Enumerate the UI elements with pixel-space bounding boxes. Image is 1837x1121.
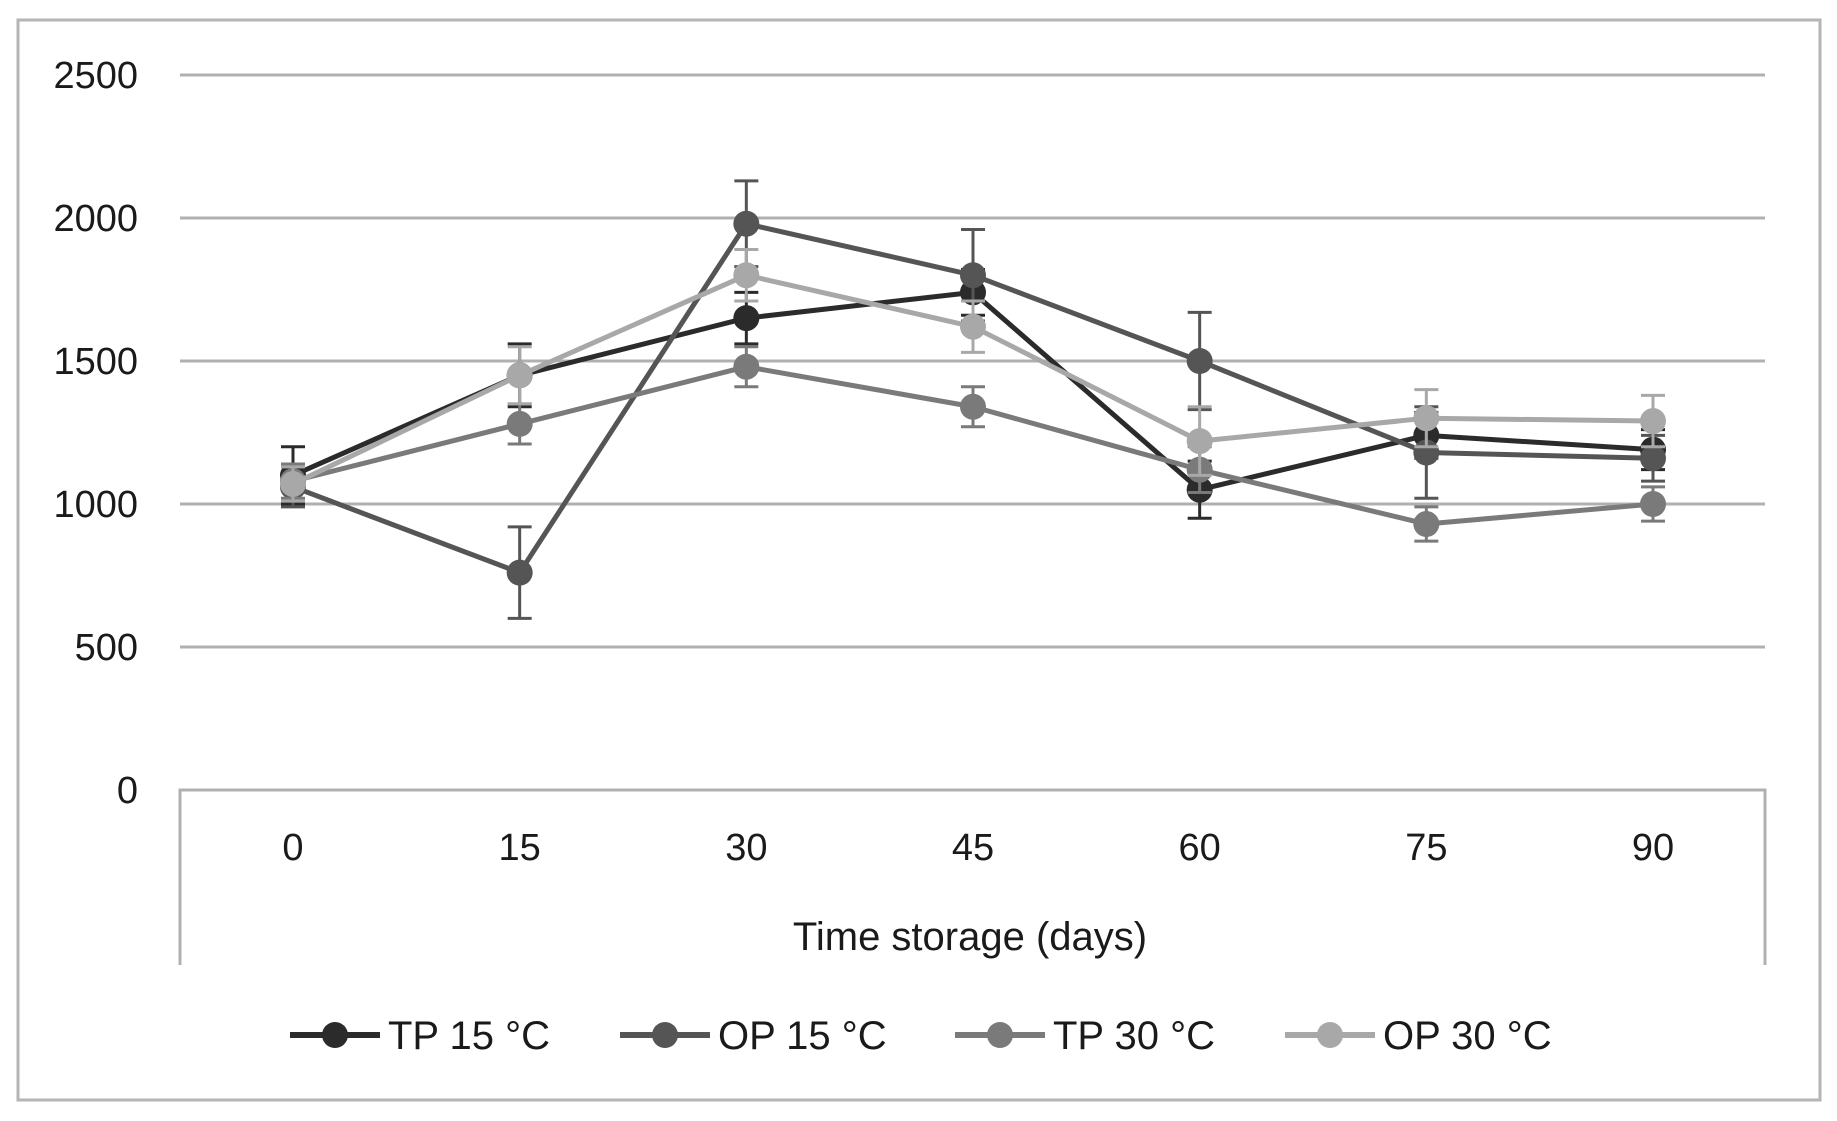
- data-point: [733, 353, 760, 380]
- chart-border: [16, 18, 1822, 1102]
- x-tick-label: 60: [1179, 827, 1221, 869]
- legend-item: TP 30 °C: [955, 1014, 1215, 1058]
- x-axis-line: [178, 788, 1767, 965]
- legend-label: OP 30 °C: [1383, 1014, 1552, 1058]
- legend-item: OP 15 °C: [620, 1014, 887, 1058]
- legend-swatch-marker: [987, 1022, 1013, 1048]
- x-tick-label: 15: [499, 827, 541, 869]
- data-point: [1413, 405, 1440, 432]
- data-point: [506, 559, 533, 586]
- legend-label: OP 15 °C: [718, 1014, 887, 1058]
- x-tick-label: 75: [1405, 827, 1447, 869]
- data-point: [1640, 491, 1666, 517]
- legend-item: TP 15 °C: [290, 1014, 550, 1058]
- data-point: [960, 313, 986, 340]
- x-tick-label: 90: [1632, 827, 1674, 869]
- y-tick-label: 1000: [53, 484, 138, 526]
- data-point: [1186, 428, 1213, 455]
- data-point: [733, 262, 760, 289]
- y-tick-label: 2500: [53, 55, 138, 97]
- legend-swatch-marker: [652, 1022, 678, 1048]
- x-axis-box: [178, 788, 1767, 965]
- data-point: [1640, 408, 1666, 435]
- data-point: [1413, 511, 1440, 538]
- y-axis-ticks: 0 500 1000 1500 2000 2500: [53, 55, 138, 812]
- y-tick-label: 1500: [53, 341, 138, 383]
- x-tick-label: 30: [725, 827, 767, 869]
- x-tick-label: 0: [282, 827, 303, 869]
- legend-label: TP 15 °C: [388, 1014, 550, 1058]
- data-point: [1186, 348, 1213, 374]
- x-tick-label: 45: [952, 827, 994, 869]
- x-axis-title: Time storage (days): [793, 915, 1147, 959]
- y-tick-label: 0: [117, 770, 138, 812]
- data-point: [960, 393, 986, 420]
- data-point: [506, 410, 533, 437]
- legend-swatch-marker: [1317, 1022, 1343, 1048]
- data-point: [733, 210, 760, 237]
- legend-swatch-marker: [322, 1022, 348, 1048]
- data-point: [733, 305, 760, 332]
- series-3: [280, 345, 1666, 543]
- series-4: [280, 247, 1666, 503]
- y-tick-label: 500: [75, 627, 138, 669]
- data-point: [960, 262, 986, 289]
- data-point: [1640, 445, 1666, 472]
- legend-item: OP 30 °C: [1285, 1014, 1552, 1058]
- x-axis-ticks: 0 15 30 45 60 75 90: [282, 827, 1674, 869]
- data-point: [280, 470, 306, 497]
- data-point: [506, 362, 533, 389]
- series-layer: [280, 179, 1666, 620]
- legend-label: TP 30 °C: [1053, 1014, 1215, 1058]
- legend: TP 15 °C OP 15 °C TP 30 °C OP 30 °C: [290, 1014, 1552, 1058]
- gridlines: [180, 73, 1765, 649]
- y-tick-label: 2000: [53, 198, 138, 240]
